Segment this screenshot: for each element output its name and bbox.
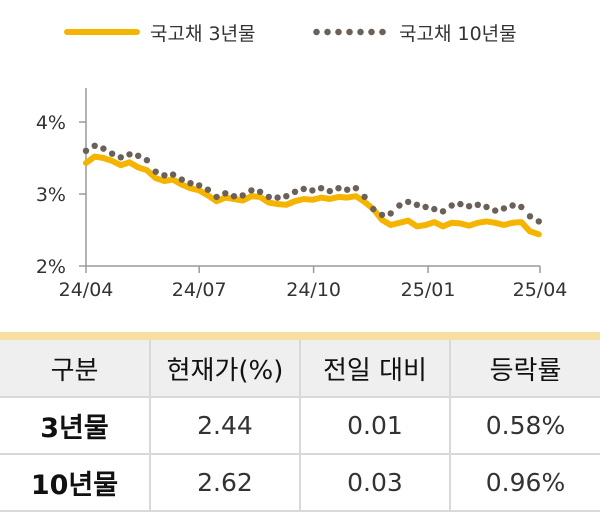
legend-item-3y: 국고채 3년물	[64, 14, 256, 50]
series-10y-point	[439, 208, 447, 215]
header-change: 전일 대비	[299, 340, 450, 398]
table-row: 3년물 2.44 0.01 0.58%	[0, 397, 600, 455]
series-10y-point	[117, 154, 125, 161]
series-10y-point	[526, 213, 534, 220]
header-current-price: 현재가(%)	[149, 340, 300, 398]
change-cell: 0.03	[299, 454, 450, 512]
series-10y-point	[500, 205, 508, 212]
series-3y-line	[83, 153, 542, 238]
series-10y-point	[370, 205, 377, 213]
y-tick-label: 2%	[36, 256, 66, 278]
change-rate-cell: 0.58%	[449, 397, 600, 455]
chart-axes	[79, 88, 541, 273]
series-10y-point	[135, 152, 142, 159]
series-10y-point	[492, 207, 499, 214]
table-row: 10년물 2.62 0.03 0.96%	[0, 454, 600, 512]
series-10y-point	[291, 188, 299, 195]
series-10y-point	[422, 203, 429, 211]
series-10y-point	[283, 193, 290, 200]
current-price-cell: 2.62	[149, 454, 300, 512]
x-tick-label: 25/01	[401, 279, 456, 301]
series-10y-point	[100, 145, 107, 152]
x-tick-label: 24/07	[172, 279, 227, 301]
series-10y-point	[413, 201, 421, 208]
current-price-cell: 2.44	[149, 397, 300, 455]
series-10y-point	[535, 218, 542, 225]
series-10y-point	[230, 193, 238, 200]
series-10y-point	[239, 192, 246, 199]
x-tick-label: 24/04	[59, 279, 114, 301]
series-10y-point	[361, 193, 368, 201]
series-10y-point	[108, 150, 116, 157]
legend-label-3y: 국고채 3년물	[150, 22, 256, 45]
row-label: 10년물	[0, 454, 150, 512]
legend-item-10y: 국고채 10년물	[311, 14, 517, 50]
x-tick-label: 24/10	[286, 279, 341, 301]
series-10y-point	[82, 147, 90, 154]
series-10y-point	[431, 205, 438, 213]
rate-table: 구분 현재가(%) 전일 대비 등락률 3년물 2.44 0.01 0.58% …	[0, 340, 600, 512]
series-10y-dots	[82, 142, 542, 225]
change-rate-cell: 0.96%	[449, 454, 600, 512]
series-10y-point	[387, 210, 394, 217]
series-10y-point	[204, 186, 212, 193]
series-10y-point	[126, 151, 133, 158]
series-10y-point	[483, 203, 490, 211]
series-10y-point	[396, 202, 403, 209]
series-10y-point	[169, 171, 177, 178]
rate-table-section: 구분 현재가(%) 전일 대비 등락률 3년물 2.44 0.01 0.58% …	[0, 332, 600, 512]
series-10y-point	[187, 180, 194, 187]
series-10y-point	[518, 203, 525, 211]
series-10y-point	[405, 198, 412, 206]
series-10y-point	[248, 187, 255, 194]
series-10y-point	[274, 194, 281, 201]
series-10y-point	[309, 187, 316, 194]
legend-label-10y: 국고채 10년물	[399, 22, 517, 45]
header-change-rate: 등락률	[449, 340, 600, 398]
series-10y-point	[265, 193, 272, 201]
legend-swatch-3y	[64, 29, 140, 35]
series-10y-point	[465, 203, 473, 210]
series-10y-point	[352, 185, 360, 192]
series-10y-point	[344, 186, 351, 193]
series-10y-point	[378, 211, 386, 219]
x-tick-label: 25/04	[513, 279, 568, 301]
legend-swatch-10y	[311, 28, 389, 36]
series-10y-point	[222, 190, 229, 197]
series-10y-point	[161, 172, 168, 179]
header-category: 구분	[0, 340, 150, 398]
series-10y-point	[317, 185, 325, 192]
series-10y-point	[300, 185, 307, 193]
series-10y-point	[509, 202, 516, 209]
y-tick-label: 4%	[36, 112, 66, 134]
chart-legend: 국고채 3년물 국고채 10년물	[0, 14, 600, 50]
change-cell: 0.01	[299, 397, 450, 455]
yield-line-chart: 2% 3% 4% 24/04 24/07 24/10 25/01 25/04	[36, 88, 568, 301]
series-3y-path	[83, 153, 542, 238]
table-header-row: 구분 현재가(%) 전일 대비 등락률	[0, 340, 600, 398]
series-10y-point	[335, 185, 342, 192]
series-10y-point	[474, 201, 481, 208]
series-10y-point	[143, 157, 151, 164]
series-10y-point	[256, 188, 264, 195]
series-10y-point	[91, 142, 98, 149]
series-10y-point	[457, 200, 464, 208]
series-10y-point	[326, 187, 333, 195]
series-10y-point	[448, 202, 455, 209]
row-label: 3년물	[0, 397, 150, 455]
tick-labels: 2% 3% 4% 24/04 24/07 24/10 25/01 25/04	[36, 112, 568, 301]
series-10y-point	[152, 168, 159, 175]
table-top-rule	[0, 332, 600, 340]
series-10y-point	[196, 182, 203, 189]
y-tick-label: 3%	[36, 184, 66, 206]
series-10y-point	[178, 176, 185, 183]
series-10y-point	[213, 193, 220, 201]
